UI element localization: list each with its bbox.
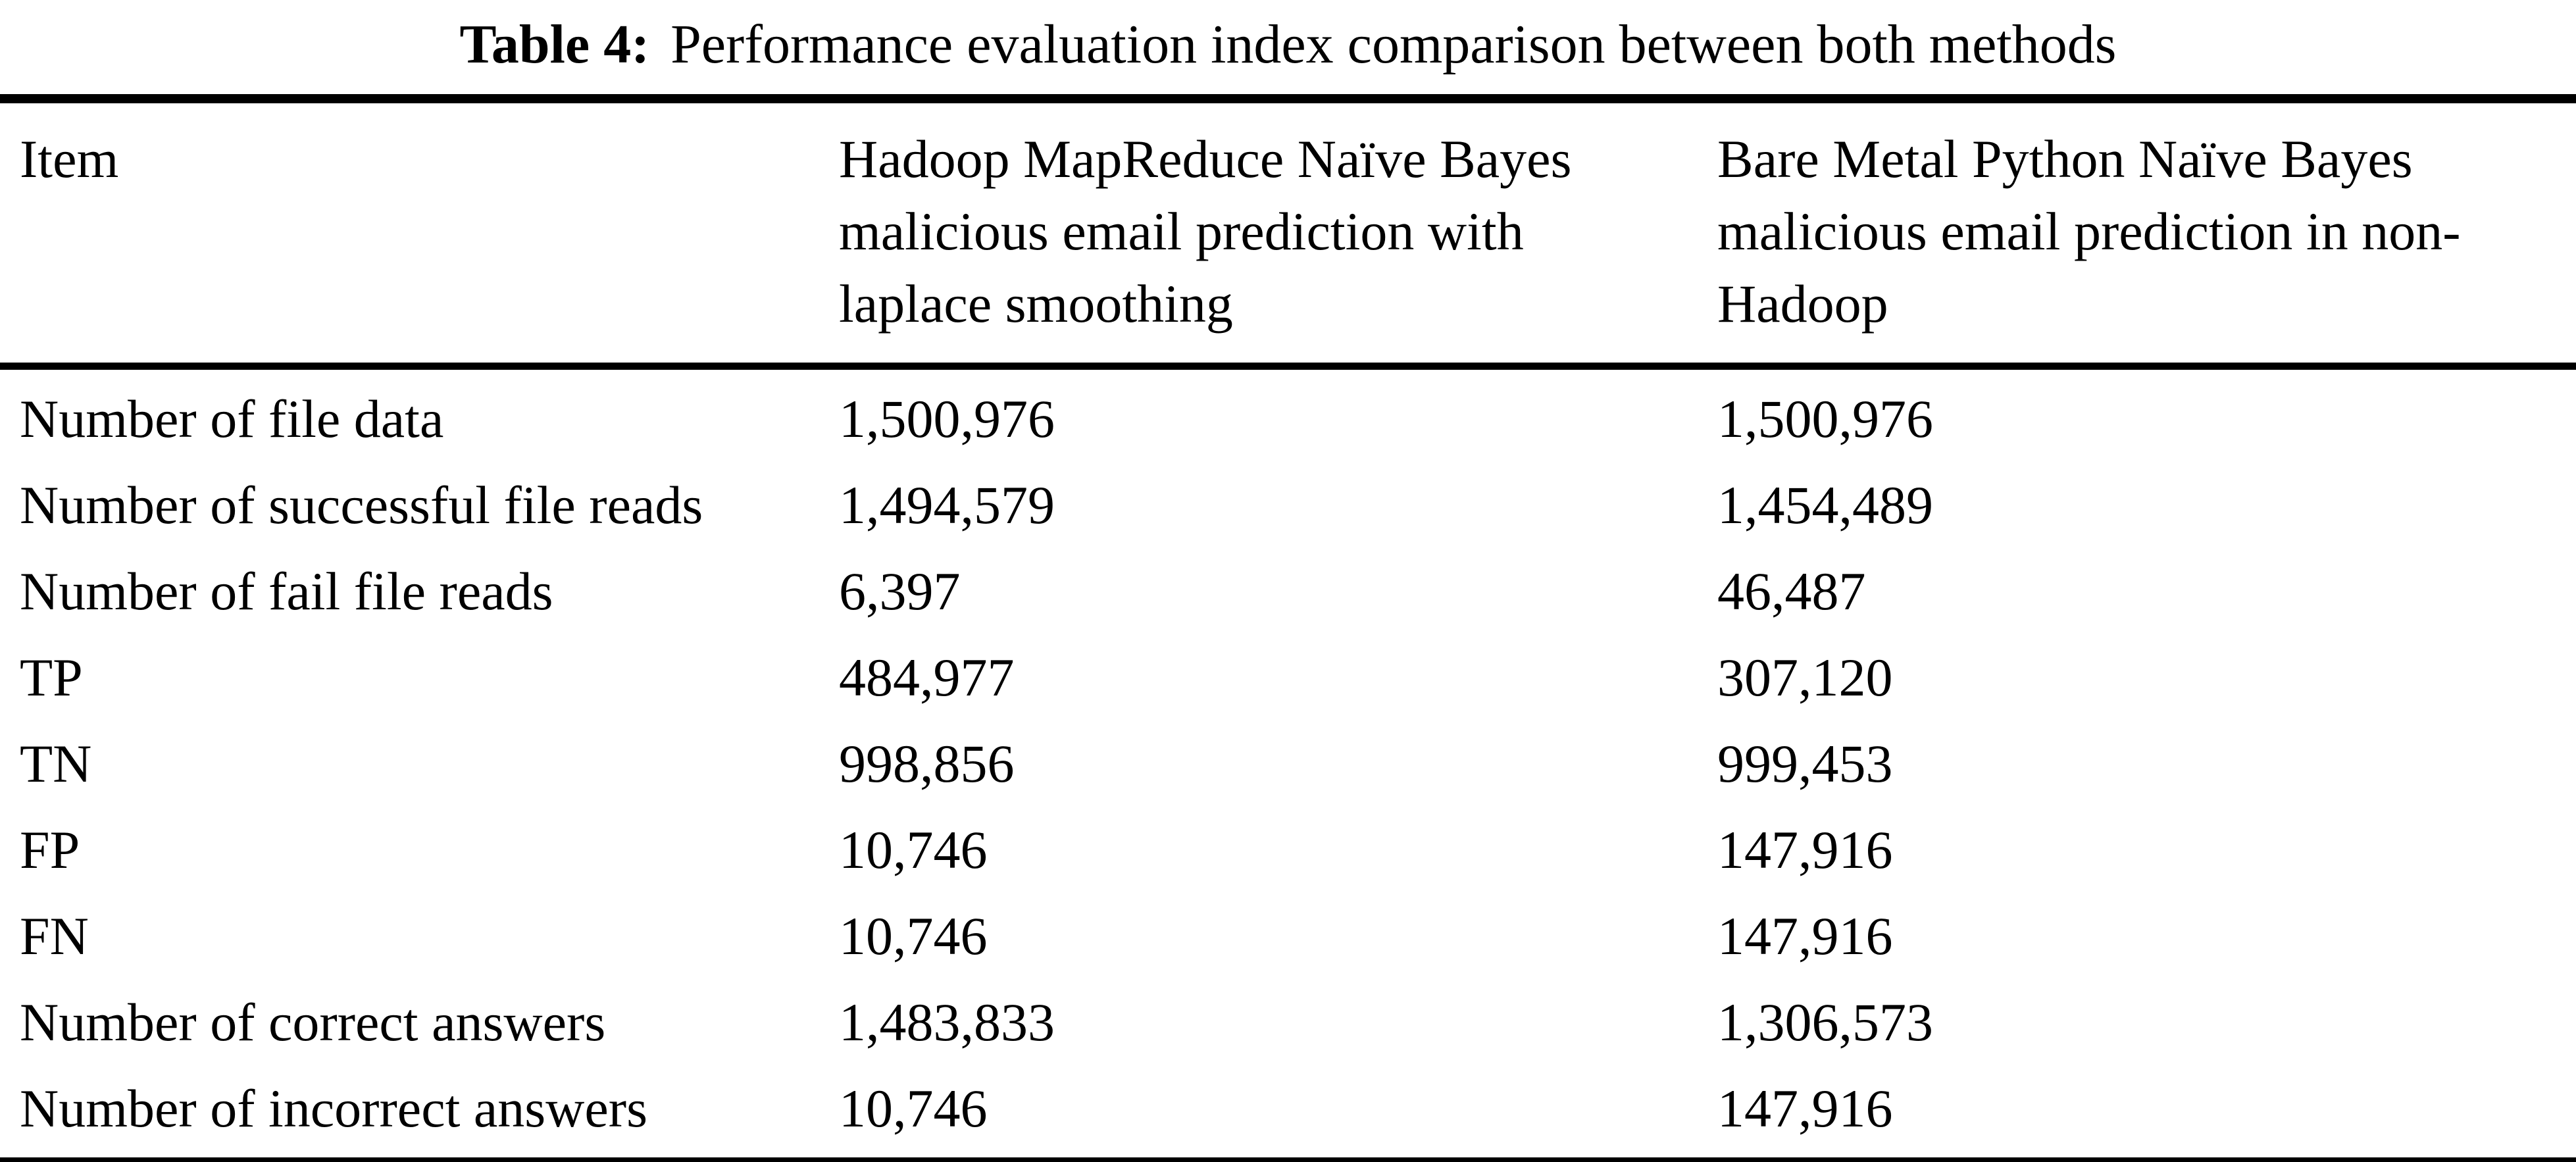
item-cell: Number of fail file reads <box>20 561 553 622</box>
bare-metal-value-cell: 307,120 <box>1717 647 1893 708</box>
table-row: Number of fail file reads 6,397 46,487 <box>0 549 2576 635</box>
header-cell-item: Item <box>20 128 119 189</box>
item-cell: FP <box>20 820 80 880</box>
item-cell: Number of correct answers <box>20 992 606 1053</box>
table-bottom-rule <box>0 1157 2576 1162</box>
item-cell: FN <box>20 906 89 967</box>
table-row: TP 484,977 307,120 <box>0 635 2576 721</box>
table-header: Item Hadoop MapReduce Naïve Bayes malici… <box>0 103 2576 363</box>
table-row: Number of file data 1,500,976 1,500,976 <box>0 376 2576 463</box>
table-body: Number of file data 1,500,976 1,500,976 … <box>0 370 2576 1157</box>
item-cell: TP <box>20 647 83 708</box>
bare-metal-value-cell: 1,500,976 <box>1717 389 1933 449</box>
hadoop-value-cell: 1,483,833 <box>839 992 1055 1053</box>
hadoop-value-cell: 10,746 <box>839 820 988 880</box>
table-row: Number of successful file reads 1,494,57… <box>0 463 2576 549</box>
item-cell: Number of file data <box>20 389 444 449</box>
table-header-row: Item Hadoop MapReduce Naïve Bayes malici… <box>0 123 2576 340</box>
table-row: FP 10,746 147,916 <box>0 807 2576 894</box>
hadoop-value-cell: 10,746 <box>839 906 988 967</box>
hadoop-value-cell: 484,977 <box>839 647 1015 708</box>
table-caption: Table 4: Performance evaluation index com… <box>0 0 2576 78</box>
item-cell: Number of incorrect answers <box>20 1078 648 1139</box>
bare-metal-value-cell: 1,454,489 <box>1717 475 1933 536</box>
table-row: Number of correct answers 1,483,833 1,30… <box>0 980 2576 1066</box>
hadoop-value-cell: 1,494,579 <box>839 475 1055 536</box>
table-top-rule <box>0 93 2576 103</box>
table-header-rule <box>0 362 2576 370</box>
hadoop-value-cell: 6,397 <box>839 561 961 622</box>
hadoop-value-cell: 998,856 <box>839 734 1015 794</box>
hadoop-value-cell: 1,500,976 <box>839 389 1055 449</box>
table-row: TN 998,856 999,453 <box>0 721 2576 807</box>
item-cell: Number of successful file reads <box>20 475 703 536</box>
header-cell-hadoop-method: Hadoop MapReduce Naïve Bayes malicious e… <box>839 128 1572 334</box>
table-row: FN 10,746 147,916 <box>0 894 2576 980</box>
table-row: Number of incorrect answers 10,746 147,9… <box>0 1066 2576 1152</box>
table-caption-text: Performance evaluation index comparison … <box>670 14 2117 75</box>
bare-metal-value-cell: 1,306,573 <box>1717 992 1933 1053</box>
bare-metal-value-cell: 46,487 <box>1717 561 1866 622</box>
bare-metal-value-cell: 999,453 <box>1717 734 1893 794</box>
hadoop-value-cell: 10,746 <box>839 1078 988 1139</box>
table-caption-label: Table 4: <box>459 14 650 75</box>
bare-metal-value-cell: 147,916 <box>1717 820 1893 880</box>
bare-metal-value-cell: 147,916 <box>1717 906 1893 967</box>
header-cell-bare-metal-method: Bare Metal Python Naïve Bayes malicious … <box>1717 128 2461 334</box>
bare-metal-value-cell: 147,916 <box>1717 1078 1893 1139</box>
item-cell: TN <box>20 734 92 794</box>
